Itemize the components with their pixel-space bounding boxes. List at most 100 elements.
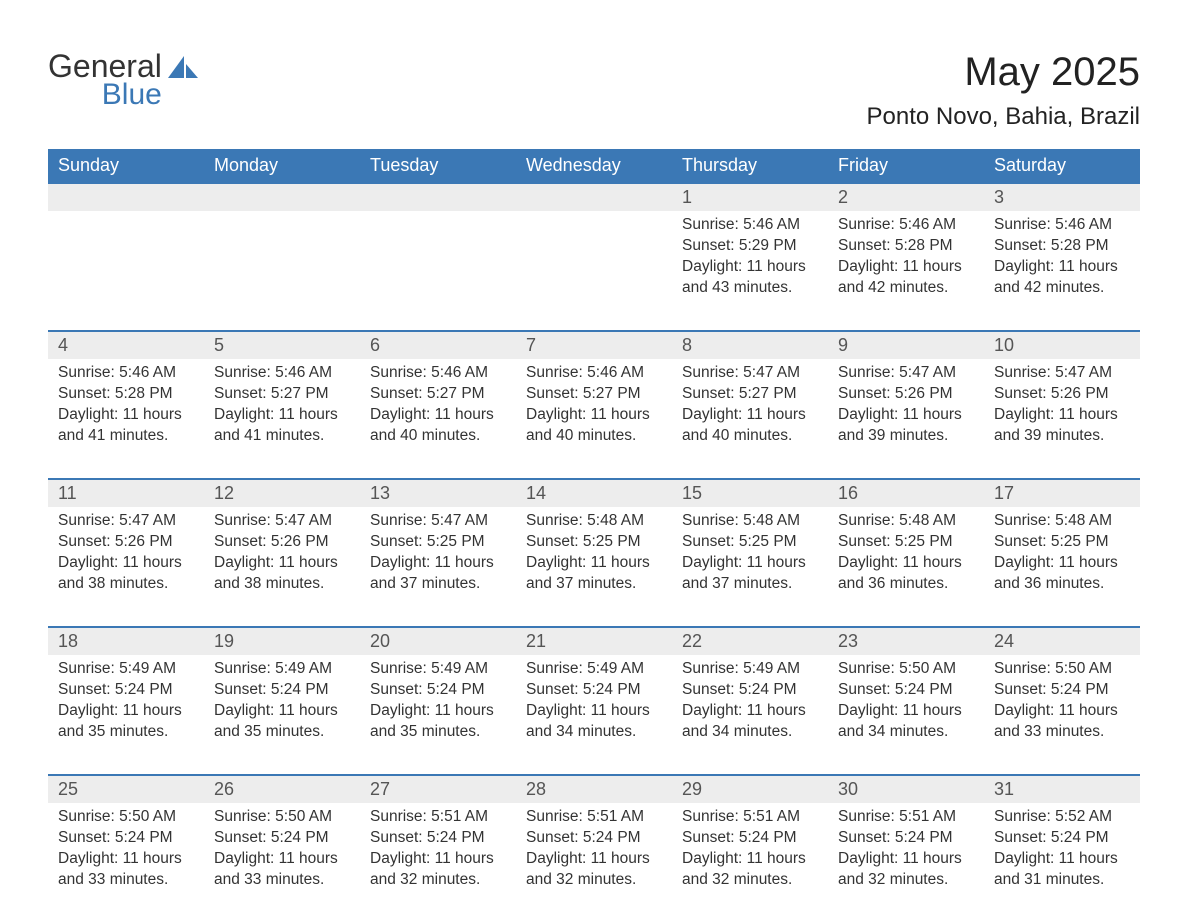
day-number: 31 bbox=[984, 775, 1140, 803]
calendar-body: 123Sunrise: 5:46 AMSunset: 5:29 PMDaylig… bbox=[48, 183, 1140, 923]
sunrise-line: Sunrise: 5:51 AM bbox=[370, 807, 506, 828]
day-number bbox=[48, 183, 204, 211]
daylight-line: Daylight: 11 hours and 35 minutes. bbox=[370, 701, 506, 743]
sunset-line: Sunset: 5:26 PM bbox=[58, 532, 194, 553]
sunrise-line: Sunrise: 5:49 AM bbox=[526, 659, 662, 680]
daylight-line: Daylight: 11 hours and 40 minutes. bbox=[370, 405, 506, 447]
day-cell: Sunrise: 5:46 AMSunset: 5:27 PMDaylight:… bbox=[204, 359, 360, 479]
day-cell: Sunrise: 5:50 AMSunset: 5:24 PMDaylight:… bbox=[48, 803, 204, 923]
day-number: 6 bbox=[360, 331, 516, 359]
location: Ponto Novo, Bahia, Brazil bbox=[867, 103, 1140, 131]
sunrise-line: Sunrise: 5:47 AM bbox=[838, 363, 974, 384]
sunset-line: Sunset: 5:25 PM bbox=[526, 532, 662, 553]
daylight-line: Daylight: 11 hours and 42 minutes. bbox=[994, 257, 1130, 299]
daylight-line: Daylight: 11 hours and 34 minutes. bbox=[838, 701, 974, 743]
daylight-line: Daylight: 11 hours and 40 minutes. bbox=[526, 405, 662, 447]
day-cell: Sunrise: 5:47 AMSunset: 5:27 PMDaylight:… bbox=[672, 359, 828, 479]
day-number: 19 bbox=[204, 627, 360, 655]
sunset-line: Sunset: 5:25 PM bbox=[838, 532, 974, 553]
sunset-line: Sunset: 5:24 PM bbox=[58, 828, 194, 849]
sunset-line: Sunset: 5:24 PM bbox=[214, 680, 350, 701]
sunset-line: Sunset: 5:27 PM bbox=[214, 384, 350, 405]
sunset-line: Sunset: 5:24 PM bbox=[838, 680, 974, 701]
day-number bbox=[204, 183, 360, 211]
day-cell: Sunrise: 5:51 AMSunset: 5:24 PMDaylight:… bbox=[360, 803, 516, 923]
day-cell: Sunrise: 5:47 AMSunset: 5:26 PMDaylight:… bbox=[204, 507, 360, 627]
sunrise-line: Sunrise: 5:50 AM bbox=[214, 807, 350, 828]
day-number: 21 bbox=[516, 627, 672, 655]
day-number: 15 bbox=[672, 479, 828, 507]
day-cell: Sunrise: 5:47 AMSunset: 5:26 PMDaylight:… bbox=[48, 507, 204, 627]
month-title: May 2025 bbox=[867, 50, 1140, 95]
sunrise-line: Sunrise: 5:46 AM bbox=[838, 215, 974, 236]
day-number: 13 bbox=[360, 479, 516, 507]
sunset-line: Sunset: 5:27 PM bbox=[526, 384, 662, 405]
day-number: 10 bbox=[984, 331, 1140, 359]
sunrise-line: Sunrise: 5:49 AM bbox=[58, 659, 194, 680]
daylight-line: Daylight: 11 hours and 32 minutes. bbox=[370, 849, 506, 891]
day-cell: Sunrise: 5:46 AMSunset: 5:27 PMDaylight:… bbox=[360, 359, 516, 479]
week-num-row: 123 bbox=[48, 183, 1140, 211]
dow-saturday: Saturday bbox=[984, 149, 1140, 183]
sunset-line: Sunset: 5:25 PM bbox=[682, 532, 818, 553]
daylight-line: Daylight: 11 hours and 37 minutes. bbox=[682, 553, 818, 595]
daylight-line: Daylight: 11 hours and 37 minutes. bbox=[370, 553, 506, 595]
week-body-row: Sunrise: 5:46 AMSunset: 5:29 PMDaylight:… bbox=[48, 211, 1140, 331]
daylight-line: Daylight: 11 hours and 32 minutes. bbox=[526, 849, 662, 891]
sunset-line: Sunset: 5:24 PM bbox=[682, 828, 818, 849]
sunset-line: Sunset: 5:26 PM bbox=[994, 384, 1130, 405]
title-block: May 2025 Ponto Novo, Bahia, Brazil bbox=[867, 50, 1140, 131]
daylight-line: Daylight: 11 hours and 39 minutes. bbox=[994, 405, 1130, 447]
daylight-line: Daylight: 11 hours and 31 minutes. bbox=[994, 849, 1130, 891]
day-number: 12 bbox=[204, 479, 360, 507]
day-number: 29 bbox=[672, 775, 828, 803]
sunrise-line: Sunrise: 5:48 AM bbox=[994, 511, 1130, 532]
sunset-line: Sunset: 5:24 PM bbox=[526, 680, 662, 701]
sunset-line: Sunset: 5:24 PM bbox=[838, 828, 974, 849]
day-cell: Sunrise: 5:46 AMSunset: 5:27 PMDaylight:… bbox=[516, 359, 672, 479]
day-number: 8 bbox=[672, 331, 828, 359]
daylight-line: Daylight: 11 hours and 35 minutes. bbox=[58, 701, 194, 743]
day-cell: Sunrise: 5:48 AMSunset: 5:25 PMDaylight:… bbox=[828, 507, 984, 627]
daylight-line: Daylight: 11 hours and 35 minutes. bbox=[214, 701, 350, 743]
day-number: 9 bbox=[828, 331, 984, 359]
day-cell: Sunrise: 5:48 AMSunset: 5:25 PMDaylight:… bbox=[672, 507, 828, 627]
sunrise-line: Sunrise: 5:52 AM bbox=[994, 807, 1130, 828]
day-cell: Sunrise: 5:48 AMSunset: 5:25 PMDaylight:… bbox=[984, 507, 1140, 627]
logo-sail-icon bbox=[166, 54, 200, 87]
sunrise-line: Sunrise: 5:47 AM bbox=[994, 363, 1130, 384]
sunset-line: Sunset: 5:28 PM bbox=[58, 384, 194, 405]
sunset-line: Sunset: 5:24 PM bbox=[214, 828, 350, 849]
daylight-line: Daylight: 11 hours and 37 minutes. bbox=[526, 553, 662, 595]
day-number: 22 bbox=[672, 627, 828, 655]
sunrise-line: Sunrise: 5:48 AM bbox=[526, 511, 662, 532]
day-number: 20 bbox=[360, 627, 516, 655]
sunrise-line: Sunrise: 5:49 AM bbox=[682, 659, 818, 680]
dow-monday: Monday bbox=[204, 149, 360, 183]
day-cell: Sunrise: 5:47 AMSunset: 5:25 PMDaylight:… bbox=[360, 507, 516, 627]
day-number: 11 bbox=[48, 479, 204, 507]
day-number: 2 bbox=[828, 183, 984, 211]
sunrise-line: Sunrise: 5:50 AM bbox=[994, 659, 1130, 680]
dow-tuesday: Tuesday bbox=[360, 149, 516, 183]
day-number: 17 bbox=[984, 479, 1140, 507]
daylight-line: Daylight: 11 hours and 32 minutes. bbox=[838, 849, 974, 891]
day-cell: Sunrise: 5:49 AMSunset: 5:24 PMDaylight:… bbox=[48, 655, 204, 775]
sunset-line: Sunset: 5:28 PM bbox=[838, 236, 974, 257]
sunset-line: Sunset: 5:26 PM bbox=[838, 384, 974, 405]
daylight-line: Daylight: 11 hours and 43 minutes. bbox=[682, 257, 818, 299]
sunset-line: Sunset: 5:24 PM bbox=[682, 680, 818, 701]
sunset-line: Sunset: 5:24 PM bbox=[526, 828, 662, 849]
sunset-line: Sunset: 5:24 PM bbox=[994, 680, 1130, 701]
calendar-table: Sunday Monday Tuesday Wednesday Thursday… bbox=[48, 149, 1140, 923]
day-cell bbox=[516, 211, 672, 331]
day-cell: Sunrise: 5:50 AMSunset: 5:24 PMDaylight:… bbox=[828, 655, 984, 775]
day-number: 7 bbox=[516, 331, 672, 359]
day-number: 4 bbox=[48, 331, 204, 359]
week-body-row: Sunrise: 5:50 AMSunset: 5:24 PMDaylight:… bbox=[48, 803, 1140, 923]
sunrise-line: Sunrise: 5:49 AM bbox=[214, 659, 350, 680]
day-cell bbox=[360, 211, 516, 331]
day-cell: Sunrise: 5:47 AMSunset: 5:26 PMDaylight:… bbox=[828, 359, 984, 479]
day-cell: Sunrise: 5:49 AMSunset: 5:24 PMDaylight:… bbox=[516, 655, 672, 775]
daylight-line: Daylight: 11 hours and 33 minutes. bbox=[214, 849, 350, 891]
